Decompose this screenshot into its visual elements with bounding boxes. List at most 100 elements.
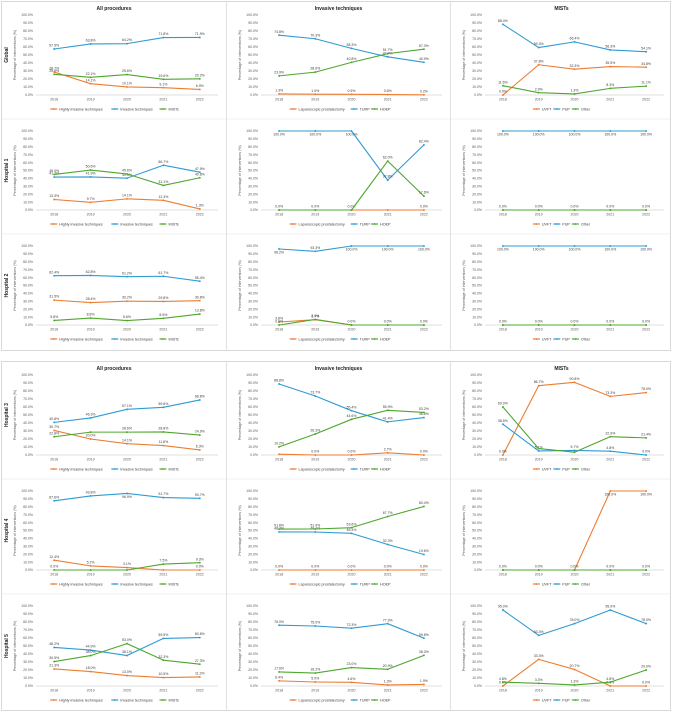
legend-label: UVFT bbox=[542, 698, 552, 702]
data-label: 5.2% bbox=[87, 560, 95, 564]
data-point bbox=[126, 674, 128, 677]
data-point bbox=[162, 496, 165, 499]
legend-label: Laparoscopic prostatectomy bbox=[299, 467, 345, 471]
data-point bbox=[537, 209, 540, 211]
x-tick-label: 2018 bbox=[275, 573, 283, 577]
x-tick-label: 2018 bbox=[50, 328, 58, 332]
group-frame bbox=[1, 1, 671, 351]
data-point bbox=[609, 435, 612, 438]
data-point bbox=[501, 609, 504, 611]
data-point bbox=[537, 449, 540, 452]
data-point bbox=[609, 395, 612, 398]
y-tick-label: 40.0% bbox=[472, 537, 482, 541]
column-title: MISTs bbox=[554, 6, 569, 12]
y-tick-label: 10.0% bbox=[248, 560, 258, 564]
x-tick-label: 2018 bbox=[50, 573, 58, 577]
y-tick-label: 50.0% bbox=[248, 413, 258, 417]
data-label: 20.0% bbox=[641, 665, 651, 669]
data-label: 0.0% bbox=[50, 565, 58, 569]
y-tick-label: 60.0% bbox=[248, 405, 258, 409]
y-tick-label: 40.0% bbox=[248, 652, 258, 656]
series-line-green bbox=[279, 160, 425, 211]
y-tick-label: 30.0% bbox=[23, 185, 33, 189]
y-tick-label: 40.0% bbox=[472, 292, 482, 296]
y-tick-label: 30.0% bbox=[472, 69, 482, 73]
legend-label: HOEP bbox=[380, 467, 391, 471]
y-tick-label: 60.0% bbox=[248, 161, 258, 165]
data-point bbox=[126, 654, 128, 657]
y-tick-label: 90.0% bbox=[472, 21, 482, 25]
y-tick-label: 100.0% bbox=[21, 373, 33, 377]
y-tick-label: 10.0% bbox=[472, 200, 482, 204]
y-tick-label: 40.0% bbox=[472, 421, 482, 425]
data-point bbox=[198, 561, 201, 564]
y-axis-label: Percentage of interventions (%) bbox=[13, 30, 17, 80]
data-point bbox=[89, 649, 92, 652]
x-tick-label: 2020 bbox=[571, 573, 579, 577]
data-point bbox=[386, 209, 389, 211]
legend-label: HOEP bbox=[380, 107, 391, 111]
row-title: Hospital 2 bbox=[4, 273, 10, 297]
data-point bbox=[537, 245, 540, 247]
y-tick-label: 80.0% bbox=[248, 260, 258, 264]
y-tick-label: 100.0% bbox=[246, 604, 258, 608]
data-label: 18.0% bbox=[86, 666, 96, 670]
legend-label: Laparoscopic prostatectomy bbox=[299, 337, 345, 341]
x-tick-label: 2018 bbox=[275, 458, 283, 462]
data-label: 0.0% bbox=[384, 320, 392, 324]
y-axis-label: Percentage of interventions (%) bbox=[13, 505, 17, 555]
data-point bbox=[422, 416, 425, 419]
data-point bbox=[350, 666, 353, 669]
data-label: 30.8% bbox=[195, 295, 205, 299]
data-point bbox=[609, 681, 612, 684]
data-point bbox=[126, 492, 128, 495]
data-point bbox=[573, 68, 576, 71]
data-point bbox=[126, 569, 128, 571]
data-point bbox=[501, 423, 504, 426]
data-label: 16.2% bbox=[310, 668, 320, 672]
data-label: 100.0% bbox=[604, 133, 616, 137]
legend-label: HOEP bbox=[380, 582, 391, 586]
data-label: 8.3% bbox=[606, 83, 614, 87]
y-tick-label: 40.0% bbox=[23, 537, 33, 541]
y-tick-label: 40.0% bbox=[472, 652, 482, 656]
y-tick-label: 10.0% bbox=[23, 676, 33, 680]
y-tick-label: 60.0% bbox=[472, 636, 482, 640]
legend-label: TURP bbox=[360, 582, 371, 586]
y-axis-label: Percentage of interventions (%) bbox=[462, 621, 466, 671]
legend-marker bbox=[574, 699, 577, 701]
data-point bbox=[645, 245, 648, 247]
x-tick-label: 2021 bbox=[159, 573, 167, 577]
x-tick-label: 2019 bbox=[311, 689, 319, 693]
data-label: 0.9% bbox=[348, 89, 356, 93]
y-tick-label: 80.0% bbox=[23, 505, 33, 509]
data-label: 61.2% bbox=[122, 271, 132, 275]
data-label: 91.7% bbox=[158, 492, 168, 496]
legend-label: PUP bbox=[562, 582, 570, 586]
data-point bbox=[314, 71, 317, 74]
data-point bbox=[609, 685, 612, 687]
data-point bbox=[422, 61, 425, 64]
y-tick-label: 20.0% bbox=[248, 668, 258, 672]
data-label: 100.0% bbox=[273, 133, 285, 137]
x-tick-label: 2020 bbox=[571, 458, 579, 462]
x-tick-label: 2020 bbox=[123, 458, 131, 462]
data-label: 67.7% bbox=[383, 511, 393, 515]
x-tick-label: 2022 bbox=[420, 98, 428, 102]
x-tick-label: 2020 bbox=[123, 689, 131, 693]
x-tick-label: 2021 bbox=[384, 573, 392, 577]
y-tick-label: 0.0% bbox=[474, 568, 482, 572]
data-point bbox=[350, 681, 353, 684]
data-label: 0.0% bbox=[642, 450, 650, 454]
x-tick-label: 2020 bbox=[348, 573, 356, 577]
x-tick-label: 2022 bbox=[420, 328, 428, 332]
data-point bbox=[537, 91, 540, 94]
data-label: 24.9% bbox=[195, 430, 205, 434]
x-tick-label: 2021 bbox=[606, 98, 614, 102]
data-point bbox=[53, 499, 56, 502]
data-point bbox=[573, 381, 576, 384]
data-point bbox=[573, 451, 576, 454]
y-axis-label: Percentage of interventions (%) bbox=[238, 145, 242, 195]
data-label: 2.9% bbox=[535, 87, 543, 91]
y-tick-label: 90.0% bbox=[23, 137, 33, 141]
